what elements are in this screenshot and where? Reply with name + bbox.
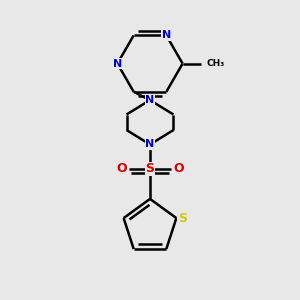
Text: S: S — [146, 162, 154, 176]
Text: CH₃: CH₃ — [206, 59, 225, 68]
Text: O: O — [173, 162, 184, 176]
Text: O: O — [116, 162, 127, 176]
Text: N: N — [162, 30, 171, 40]
Text: N: N — [113, 58, 122, 69]
Text: S: S — [178, 212, 187, 225]
Text: N: N — [146, 140, 154, 149]
Text: N: N — [146, 95, 154, 105]
